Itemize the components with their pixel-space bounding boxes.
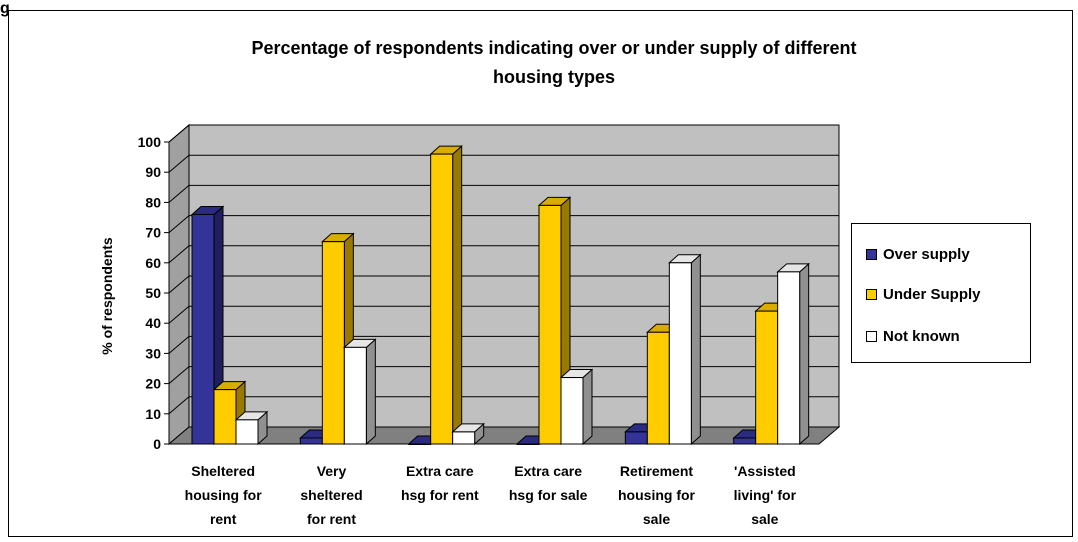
y-tick-label: 10 <box>145 406 161 422</box>
bar <box>560 377 584 445</box>
gridline-side <box>168 305 190 324</box>
bar <box>777 271 801 445</box>
y-tick-label: 30 <box>145 345 161 361</box>
x-category-label: Very <box>317 463 347 479</box>
chart-frame: Percentage of respondents indicating ove… <box>8 10 1073 537</box>
x-category-label: 'Assisted <box>734 463 796 479</box>
legend-item-over-supply: Over supply <box>866 246 970 263</box>
y-tick-label: 90 <box>145 164 161 180</box>
legend-swatch-over-supply <box>866 249 877 260</box>
chart-title-line-1: Percentage of respondents indicating ove… <box>251 38 856 58</box>
bar <box>213 389 237 445</box>
x-category-label: sale <box>751 511 778 527</box>
bar <box>624 431 648 445</box>
bar <box>321 241 345 445</box>
x-category-label: sheltered <box>300 487 362 503</box>
bar <box>343 346 367 445</box>
bar-side <box>799 262 810 446</box>
y-tick-label: 70 <box>145 225 161 241</box>
gridline-side <box>168 154 190 173</box>
plot-area: 0 10 20 30 40 50 60 70 80 90 100 Sheltered housing f… <box>138 123 841 527</box>
x-category-label: Extra care <box>514 463 582 479</box>
legend-label-under-supply: Under Supply <box>883 286 981 303</box>
x-category-label: Sheltered <box>191 463 255 479</box>
gridline-side <box>168 245 190 264</box>
bar-side <box>452 144 463 446</box>
x-category-label: hsg for sale <box>509 487 588 503</box>
legend-label-not-known: Not known <box>883 328 960 345</box>
bar <box>538 204 562 445</box>
x-category-label: sale <box>643 511 670 527</box>
y-tick-label: 60 <box>145 255 161 271</box>
bar <box>452 431 476 445</box>
bar <box>733 437 757 445</box>
gridline-side <box>168 124 190 143</box>
legend-swatch-under-supply <box>866 289 877 300</box>
x-category-label: for rent <box>307 511 356 527</box>
x-category-label: hsg for rent <box>401 487 479 503</box>
gridline-side <box>168 366 190 384</box>
page-corner-glyph: g <box>0 0 10 17</box>
legend-item-under-supply: Under Supply <box>866 286 981 303</box>
gridline-side <box>168 185 190 203</box>
bar <box>646 331 670 445</box>
bar <box>235 419 259 445</box>
y-tick-label: 40 <box>145 315 161 331</box>
y-tick-label: 100 <box>138 134 162 150</box>
bar <box>516 443 540 445</box>
gridline-side <box>168 396 190 415</box>
bar <box>668 262 692 445</box>
y-axis-label: % of respondents <box>99 237 115 355</box>
y-tick-label: 0 <box>153 436 161 452</box>
x-category-label: living' for <box>734 487 797 503</box>
x-category-label: rent <box>210 511 237 527</box>
gridline-side <box>168 215 190 233</box>
legend-label-over-supply: Over supply <box>883 246 970 263</box>
gridline-side <box>168 275 190 294</box>
x-category-label: housing for <box>185 487 263 503</box>
bar-side <box>690 253 701 446</box>
legend-swatch-not-known <box>866 331 877 342</box>
chart-legend: Over supply Under Supply Not known <box>851 223 1031 363</box>
bar <box>299 437 323 445</box>
bar <box>408 443 432 445</box>
x-category-label: housing for <box>618 487 696 503</box>
legend-item-not-known: Not known <box>866 328 960 345</box>
chart-title-line-2: housing types <box>493 67 615 87</box>
bar-side <box>582 368 593 446</box>
y-tick-label: 80 <box>145 194 161 210</box>
gridline-side <box>168 336 190 354</box>
y-tick-label: 20 <box>145 376 161 392</box>
chart-svg: Percentage of respondents indicating ove… <box>99 38 857 527</box>
bar <box>430 153 454 445</box>
bar <box>191 213 215 445</box>
bar-side <box>365 338 376 446</box>
x-category-label: Extra care <box>406 463 474 479</box>
bar <box>755 310 779 445</box>
x-category-label: Retirement <box>620 463 693 479</box>
y-tick-label: 50 <box>145 285 161 301</box>
